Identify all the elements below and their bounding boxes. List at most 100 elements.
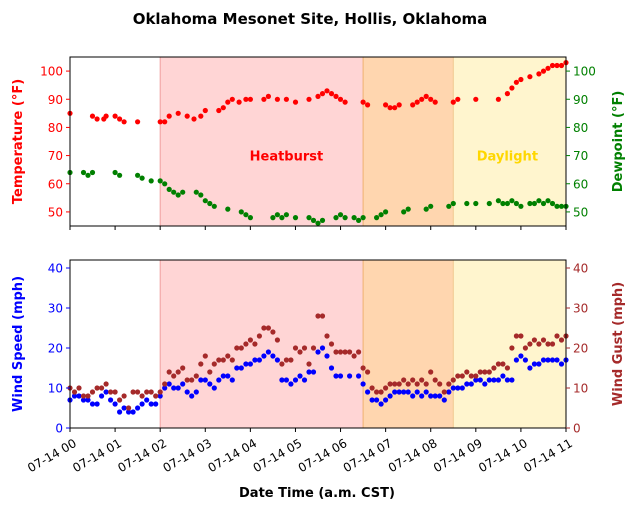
data-point: [288, 381, 294, 387]
data-point: [446, 203, 452, 209]
data-point: [540, 200, 547, 207]
data-point: [360, 215, 366, 221]
data-point: [450, 385, 456, 391]
data-point: [328, 341, 335, 347]
data-point: [549, 62, 556, 69]
data-point: [455, 96, 461, 102]
data-point: [121, 119, 127, 125]
data-point: [220, 105, 226, 111]
data-point: [153, 401, 159, 407]
data-point: [392, 381, 398, 387]
data-point: [333, 373, 339, 379]
data-point: [450, 99, 456, 105]
data-point: [202, 198, 208, 204]
data-point: [243, 341, 249, 347]
data-point: [549, 357, 556, 363]
data-point: [175, 192, 181, 198]
data-point: [225, 99, 231, 105]
data-point: [265, 349, 271, 355]
data-point: [554, 357, 560, 363]
data-point: [211, 361, 217, 367]
data-point: [238, 345, 244, 351]
data-point: [135, 405, 141, 411]
data-point: [410, 393, 416, 399]
data-point: [337, 96, 344, 102]
data-point: [256, 357, 262, 363]
data-point: [486, 200, 492, 207]
data-point: [175, 385, 181, 391]
data-point: [274, 212, 280, 218]
data-point: [270, 329, 276, 335]
data-point: [171, 189, 177, 195]
heatburst-region: [160, 57, 364, 226]
data-point: [306, 361, 312, 367]
data-point: [301, 345, 308, 351]
data-point: [419, 377, 425, 383]
data-point: [378, 389, 384, 395]
data-point: [333, 215, 339, 221]
data-point: [283, 212, 289, 218]
data-point: [171, 385, 177, 391]
data-point: [464, 369, 470, 375]
data-point: [513, 333, 520, 339]
data-point: [558, 62, 565, 69]
data-point: [121, 393, 127, 399]
data-point: [270, 353, 276, 359]
data-point: [121, 405, 127, 411]
data-point: [225, 353, 231, 359]
data-point: [365, 369, 371, 375]
data-point: [518, 76, 524, 83]
annotation-heatburst: Heatburst: [250, 150, 324, 165]
data-point: [274, 96, 280, 102]
data-point: [166, 186, 172, 192]
data-point: [112, 113, 118, 119]
data-point: [356, 349, 362, 355]
data-point: [220, 373, 226, 379]
data-point: [518, 353, 524, 359]
data-point: [135, 172, 141, 178]
data-point: [437, 381, 443, 387]
data-point: [536, 361, 542, 367]
data-point: [545, 198, 551, 204]
y-right-tick-label: 20: [573, 342, 588, 356]
data-point: [148, 389, 154, 395]
data-point: [198, 361, 204, 367]
data-point: [509, 377, 515, 383]
data-point: [405, 389, 411, 395]
data-point: [189, 377, 195, 383]
y-left-tick-label: 60: [48, 177, 63, 191]
data-point: [288, 357, 294, 363]
data-point: [238, 209, 244, 215]
data-point: [486, 377, 492, 383]
data-point: [207, 200, 213, 207]
data-point: [405, 381, 411, 387]
data-point: [423, 93, 429, 99]
data-point: [347, 349, 353, 355]
data-point: [283, 377, 289, 383]
data-point: [279, 215, 285, 221]
data-point: [292, 99, 299, 105]
data-point: [473, 200, 479, 207]
data-point: [175, 110, 181, 116]
data-point: [198, 377, 204, 383]
data-point: [509, 85, 515, 91]
data-point: [378, 212, 384, 218]
data-point: [247, 361, 253, 367]
y-left-tick-label: 70: [48, 149, 63, 163]
series-temperature: [67, 60, 569, 125]
data-point: [328, 365, 335, 371]
y-left-tick-label: 0: [55, 422, 63, 436]
data-point: [374, 215, 380, 221]
data-point: [310, 369, 317, 375]
data-point: [369, 385, 375, 391]
data-point: [108, 389, 114, 395]
data-point: [315, 93, 321, 99]
data-point: [356, 373, 362, 379]
data-point: [193, 189, 199, 195]
data-point: [274, 357, 280, 363]
data-point: [540, 357, 547, 363]
x-tick-label: 07-14 02: [115, 436, 169, 475]
data-point: [247, 96, 253, 102]
data-point: [342, 215, 348, 221]
data-point: [414, 381, 420, 387]
